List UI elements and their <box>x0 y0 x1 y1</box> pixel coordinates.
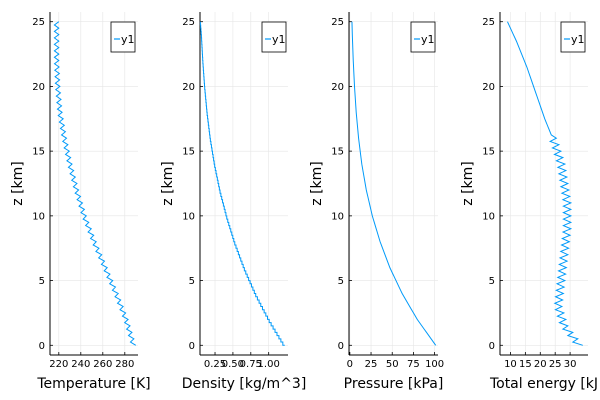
legend-box <box>560 21 586 53</box>
y-tick-label: 15 <box>331 147 344 158</box>
y-tick-label: 25 <box>182 17 195 28</box>
x-tick-label: 50 <box>386 359 399 370</box>
y-tick-label: 0 <box>39 341 45 352</box>
legend-label: y1 <box>121 33 135 46</box>
x-axis-label: Total energy [kJ <box>489 376 598 392</box>
legend-box <box>110 21 136 53</box>
x-tick-label: 25 <box>549 359 562 370</box>
y-tick-label: 20 <box>482 82 495 93</box>
x-tick-label: 30 <box>564 359 577 370</box>
x-tick-label: 0.25 <box>204 359 226 370</box>
y-tick-label: 0 <box>338 341 344 352</box>
y-tick-label: 25 <box>482 17 495 28</box>
legend-label: y1 <box>421 33 435 46</box>
y-tick-label: 15 <box>182 147 195 158</box>
y-tick-label: 20 <box>182 82 195 93</box>
y-tick-label: 5 <box>189 276 195 287</box>
x-tick-label: 0 <box>347 359 353 370</box>
x-axis-label: Temperature [K] <box>36 376 150 392</box>
x-tick-label: 75 <box>407 359 420 370</box>
x-tick-label: 0.50 <box>222 359 244 370</box>
y-axis-label: z [km] <box>10 161 26 205</box>
panel-1: 220 240 260 280 0 5 10 15 20 25 Temperature [K] z [… <box>10 12 151 392</box>
x-tick-label: 20 <box>534 359 547 370</box>
y-tick-label: 5 <box>39 276 45 287</box>
panel-2: 0.250.500.751.00 0 5 10 15 20 25 Density [kg/m^… <box>160 12 306 392</box>
series-line-y1 <box>507 21 583 346</box>
panel-3: 0 25 50 75 100 0 5 10 15 20 25 Pressure [kPa] z [km]… <box>309 12 444 392</box>
y-tick-label: 15 <box>482 147 495 158</box>
y-axis-label: z [km] <box>460 161 476 205</box>
x-tick-label: 25 <box>365 359 378 370</box>
x-tick-label: 220 <box>49 359 68 370</box>
legend-box <box>261 21 287 53</box>
x-tick-label: 260 <box>93 359 112 370</box>
y-tick-label: 10 <box>32 211 45 222</box>
y-tick-label: 0 <box>489 341 495 352</box>
x-tick-label: 10 <box>504 359 517 370</box>
y-tick-label: 5 <box>489 276 495 287</box>
x-tick-label: 0.75 <box>240 359 262 370</box>
series-line-y1 <box>199 21 285 346</box>
series-line-y1 <box>53 21 137 346</box>
y-tick-label: 10 <box>182 211 195 222</box>
y-tick-label: 0 <box>189 341 195 352</box>
y-tick-label: 20 <box>331 82 344 93</box>
y-tick-label: 20 <box>32 82 45 93</box>
y-tick-label: 10 <box>331 211 344 222</box>
x-axis-label: Density [kg/m^3] <box>182 376 307 392</box>
y-tick-label: 10 <box>482 211 495 222</box>
y-tick-label: 25 <box>331 17 344 28</box>
x-tick-label: 100 <box>425 359 444 370</box>
x-tick-label: 1.00 <box>258 359 280 370</box>
x-tick-label: 15 <box>519 359 532 370</box>
y-axis-label: z [km] <box>160 161 176 205</box>
legend-label: y1 <box>272 33 286 46</box>
legend-box <box>410 21 436 53</box>
y-tick-label: 5 <box>338 276 344 287</box>
y-tick-label: 15 <box>32 147 45 158</box>
x-axis-label: Pressure [kPa] <box>344 376 444 392</box>
x-tick-label: 280 <box>115 359 134 370</box>
series-line-y1 <box>351 21 437 346</box>
legend-label: y1 <box>571 33 585 46</box>
y-axis-label: z [km] <box>309 161 325 205</box>
y-tick-label: 25 <box>32 17 45 28</box>
x-tick-label: 240 <box>71 359 90 370</box>
